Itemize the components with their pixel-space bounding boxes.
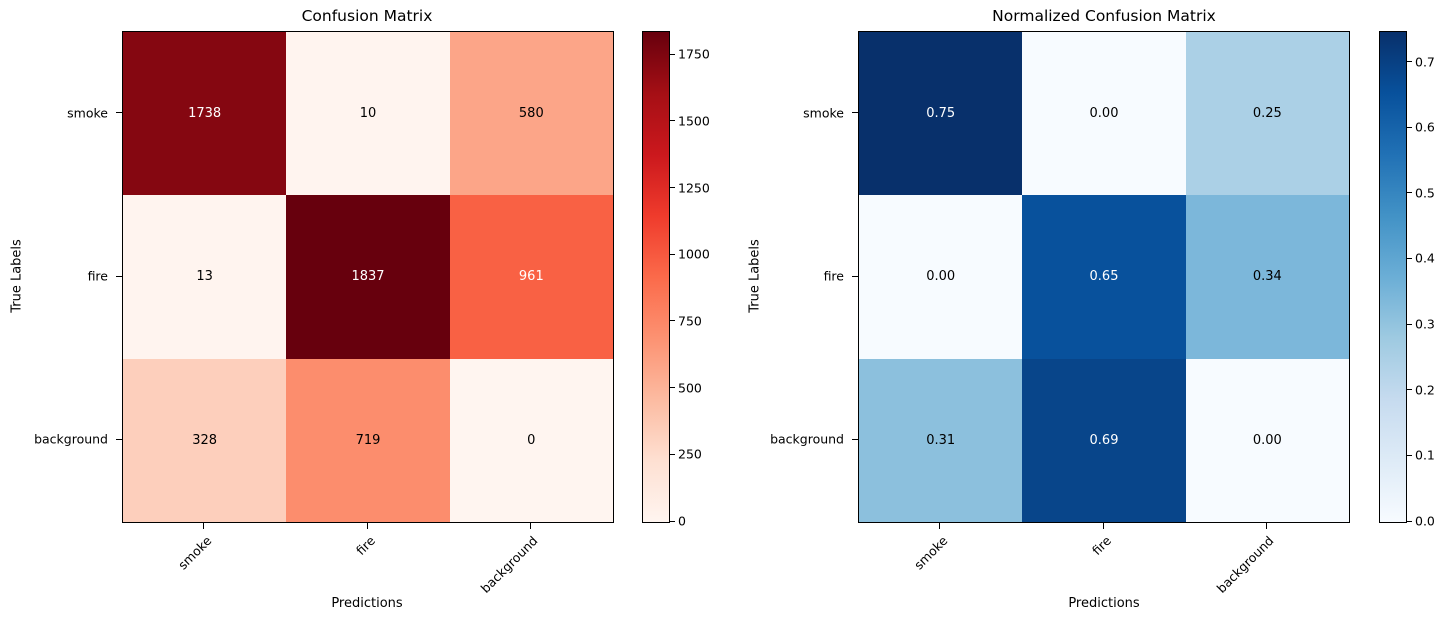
colorbar-tick-label-text: 0: [678, 513, 686, 529]
matrix-cell-smoke-fire: 0.00: [1022, 32, 1186, 196]
y-tick: [116, 112, 122, 114]
colorbar-tick: [1407, 257, 1412, 259]
colorbar-tick: [670, 253, 675, 255]
colorbar-tick: [670, 53, 675, 55]
colorbar-tick: [1407, 126, 1412, 128]
x-tick: [366, 523, 368, 529]
colorbar-tick-label-text: 500: [678, 380, 702, 396]
y-tick: [852, 438, 858, 440]
colorbar-tick-label-text: 0.6: [1415, 119, 1435, 135]
matrix-cell-fire-background: 0.34: [1185, 195, 1349, 359]
matrix-cell-background-fire: 719: [286, 358, 450, 522]
colorbar-tick: [1407, 323, 1412, 325]
y-tick: [116, 275, 122, 277]
heatmap-grid: 0.75 0.00 0.25 0.00 0.65 0.34 0.31 0.69 0.00: [858, 31, 1350, 523]
colorbar: [642, 31, 670, 523]
matrix-cell-smoke-background: 0.25: [1185, 32, 1349, 196]
colorbar-tick: [1407, 61, 1412, 63]
matrix-cell-smoke-smoke: 0.75: [859, 32, 1023, 196]
matrix-cell-fire-smoke: 0.00: [859, 195, 1023, 359]
colorbar-tick-label-text: 1750: [678, 46, 710, 62]
colorbar-tick-label-text: 1500: [678, 113, 710, 129]
x-tick: [1102, 523, 1104, 529]
colorbar-tick: [1407, 454, 1412, 456]
y-tick-label-text: background: [770, 431, 844, 447]
y-axis-label: True Labels: [747, 239, 763, 313]
matrix-cell-fire-fire: 0.65: [1022, 195, 1186, 359]
matrix-cell-smoke-background: 580: [449, 32, 613, 196]
matrix-cell-background-fire: 0.69: [1022, 358, 1186, 522]
y-tick-label-text: fire: [823, 268, 844, 284]
matrix-cell-fire-fire: 1837: [286, 195, 450, 359]
colorbar-tick-label-text: 0.2: [1415, 382, 1435, 398]
x-tick: [939, 523, 941, 529]
colorbar-tick: [670, 387, 675, 389]
matrix-cell-background-smoke: 0.31: [859, 358, 1023, 522]
matrix-cell-fire-background: 961: [449, 195, 613, 359]
colorbar-tick-label-text: 0.0: [1415, 513, 1435, 529]
heatmap-grid: 1738 10 580 13 1837 961 328 719 0: [122, 31, 614, 523]
colorbar-tick-label-text: 1250: [678, 180, 710, 196]
colorbar-tick-label-text: 1000: [678, 246, 710, 262]
x-tick: [529, 523, 531, 529]
colorbar-tick: [670, 520, 675, 522]
colorbar-tick-label-text: 0.4: [1415, 250, 1435, 266]
x-tick: [1265, 523, 1267, 529]
x-tick-label-text: fire: [1088, 533, 1114, 559]
y-tick: [852, 275, 858, 277]
colorbar-tick-label-text: 0.7: [1415, 54, 1435, 70]
colorbar: [1379, 31, 1407, 523]
colorbar-tick: [670, 120, 675, 122]
y-tick: [852, 112, 858, 114]
colorbar-tick: [1407, 520, 1412, 522]
matrix-cell-fire-smoke: 13: [123, 195, 287, 359]
colorbar-tick: [670, 453, 675, 455]
colorbar-tick-label-text: 0.1: [1415, 447, 1435, 463]
matrix-cell-smoke-smoke: 1738: [123, 32, 287, 196]
x-axis-label: Predictions: [331, 596, 403, 611]
y-tick-label-text: smoke: [67, 105, 108, 121]
y-tick-label-text: fire: [87, 268, 108, 284]
colorbar-tick-label-text: 0.5: [1415, 185, 1435, 201]
colorbar-tick: [670, 320, 675, 322]
y-tick: [116, 438, 122, 440]
x-tick: [203, 523, 205, 529]
y-tick-label-text: background: [34, 431, 108, 447]
x-axis-label: Predictions: [1068, 596, 1140, 611]
matrix-cell-background-background: 0: [449, 358, 613, 522]
colorbar-tick-label-text: 250: [678, 446, 702, 462]
colorbar-tick-label-text: 0.3: [1415, 316, 1435, 332]
x-tick-label-text: background: [1214, 533, 1277, 596]
chart-title: Confusion Matrix: [301, 7, 433, 25]
chart-title: Normalized Confusion Matrix: [992, 7, 1216, 25]
colorbar-tick: [1407, 192, 1412, 194]
matrix-cell-smoke-fire: 10: [286, 32, 450, 196]
colorbar-tick: [1407, 389, 1412, 391]
matrix-cell-background-smoke: 328: [123, 358, 287, 522]
colorbar-tick: [670, 187, 675, 189]
y-tick-label-text: smoke: [803, 105, 844, 121]
matrix-cell-background-background: 0.00: [1185, 358, 1349, 522]
colorbar-tick-label-text: 750: [678, 313, 702, 329]
x-tick-label-text: smoke: [910, 533, 951, 573]
